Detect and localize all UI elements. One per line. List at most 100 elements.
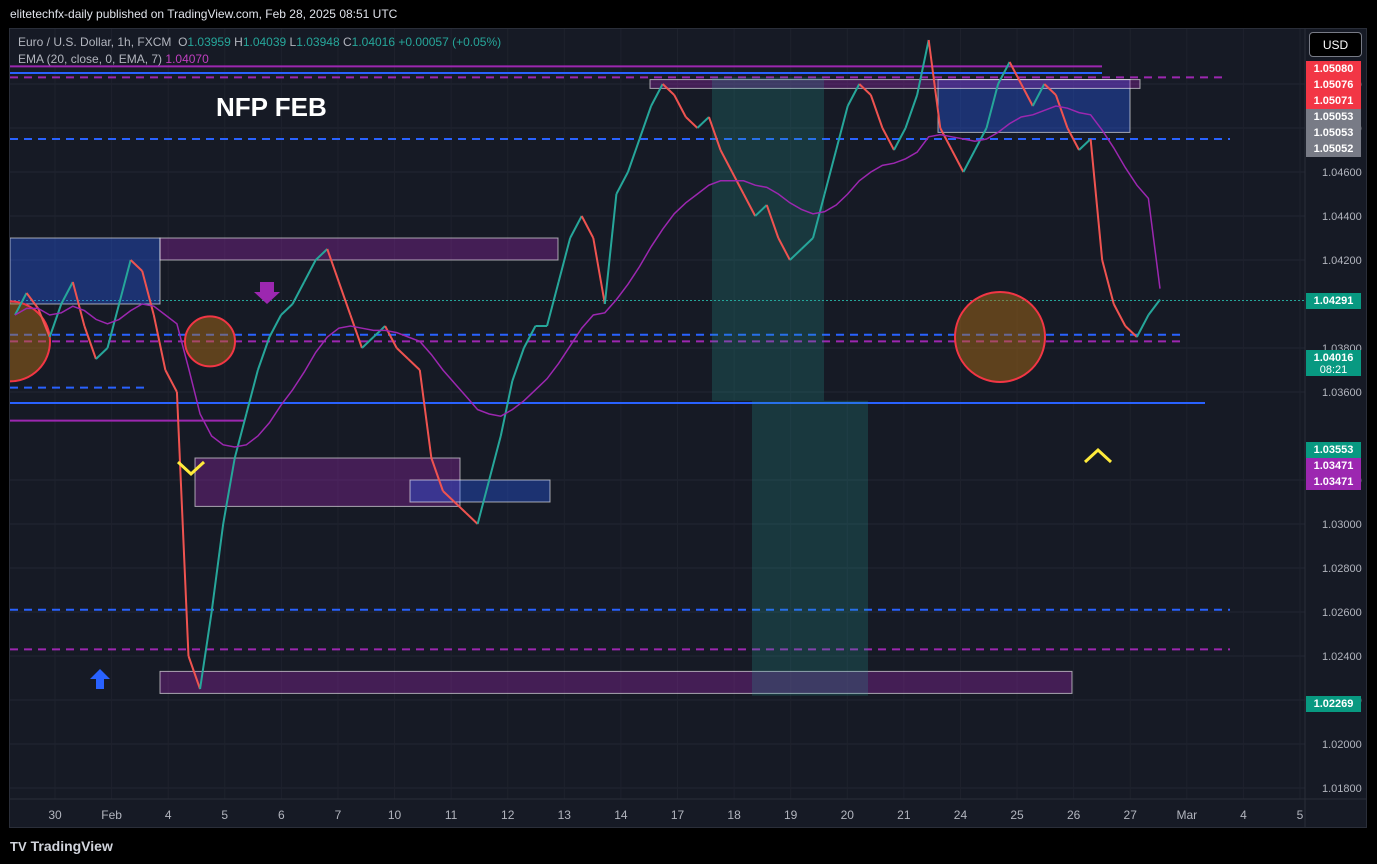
price-zone [649, 79, 1141, 89]
x-tick-label: 6 [278, 808, 285, 822]
price-segment [465, 512, 479, 525]
price-segment [650, 83, 664, 107]
price-segment [303, 259, 317, 283]
yellow-caret-icon [1083, 447, 1113, 464]
down-arrow-icon [254, 282, 280, 304]
currency-button[interactable]: USD [1309, 32, 1362, 57]
price-segment [846, 83, 861, 107]
price-segment [1078, 138, 1092, 151]
price-tag: 1.03471 [1306, 458, 1361, 474]
price-segment [418, 369, 433, 459]
session-highlight [712, 77, 824, 401]
highlight-circle [10, 300, 51, 383]
price-segment [210, 523, 225, 613]
close-value: 1.04016 [351, 35, 396, 49]
price-tag: 1.03553 [1306, 442, 1361, 458]
price-segment [430, 457, 444, 492]
price-segment [927, 39, 942, 129]
publisher-bar: elitetechfx-daily published on TradingVi… [0, 0, 1377, 28]
price-segment [315, 248, 328, 261]
price-segment [511, 347, 525, 382]
price-segment [71, 281, 86, 327]
price-segment [1089, 138, 1104, 261]
ohlc-row: Euro / U.S. Dollar, 1h, FXCM O1.03959 H1… [18, 34, 501, 51]
x-tick-label: 12 [501, 808, 515, 822]
price-segment [916, 39, 930, 96]
price-segment [974, 127, 988, 151]
yellow-caret-icon [176, 460, 206, 477]
price-segment [1020, 83, 1034, 107]
x-tick-label: 5 [221, 808, 228, 822]
price-zone [159, 237, 559, 261]
price-tag: 1.05053 [1306, 109, 1361, 125]
price-tag: 1.04016 [1306, 350, 1361, 366]
price-segment [106, 303, 121, 349]
symbol-name[interactable]: Euro / U.S. Dollar, 1h, FXCM [18, 35, 172, 49]
price-segment [1066, 127, 1080, 151]
x-tick-label: 20 [841, 808, 855, 822]
y-tick-label: 1.02600 [1322, 607, 1362, 619]
low-value: 1.03948 [296, 35, 340, 49]
price-segment [384, 325, 398, 349]
price-tag: 1.05080 [1306, 61, 1361, 77]
price-segment [869, 94, 884, 129]
price-segment [1031, 83, 1046, 107]
price-tag: 1.05076 [1306, 77, 1361, 93]
price-segment [661, 83, 675, 96]
price-segment [407, 358, 421, 371]
price-segment [95, 347, 109, 360]
price-segment [685, 116, 699, 129]
price-segment [14, 292, 28, 316]
x-tick-label: 18 [727, 808, 741, 822]
y-tick-label: 1.04200 [1322, 255, 1362, 267]
x-tick-label: Mar [1176, 808, 1197, 822]
ema-label[interactable]: EMA (20, close, 0, EMA, 7) [18, 52, 163, 66]
x-tick-label: 17 [671, 808, 685, 822]
y-tick-label: 1.03600 [1322, 387, 1362, 399]
x-tick-label: 7 [335, 808, 342, 822]
nfp-annotation[interactable]: NFP FEB [216, 92, 327, 122]
price-segment [1008, 61, 1023, 85]
publisher-text: elitetechfx-daily published on TradingVi… [10, 7, 398, 21]
tradingview-logo[interactable]: TV TradingView [10, 838, 113, 854]
price-segment [1101, 259, 1115, 305]
price-segment [546, 281, 560, 327]
y-tick-label: 1.04600 [1322, 167, 1362, 179]
price-tag: 1.05052 [1306, 141, 1361, 157]
price-segment [765, 204, 780, 239]
price-segment [326, 248, 340, 283]
price-segment [187, 655, 201, 690]
price-segment [627, 138, 641, 173]
price-segment [997, 61, 1011, 85]
high-label: H [234, 35, 243, 49]
price-segment [291, 281, 306, 305]
price-segment [48, 303, 63, 338]
highlight-circle [954, 291, 1046, 383]
tv-logo-icon: TV [10, 839, 27, 854]
price-segment [488, 435, 502, 481]
price-segment [523, 325, 537, 349]
price-segment [789, 248, 803, 261]
price-segment [1043, 83, 1057, 96]
open-value: 1.03959 [187, 35, 231, 49]
price-segment [1112, 303, 1127, 327]
price-segment [719, 149, 733, 173]
y-tick-label: 1.02000 [1322, 739, 1362, 751]
price-segment [453, 501, 467, 514]
price-zone [194, 457, 461, 507]
y-tick-label: 1.02800 [1322, 563, 1362, 575]
ema-value: 1.04070 [165, 52, 209, 66]
price-segment [777, 237, 791, 261]
price-segment [372, 325, 386, 338]
chart-frame[interactable]: 1.050001.048001.046001.044001.042001.038… [9, 28, 1367, 828]
price-segment [1124, 325, 1138, 338]
price-segment [939, 127, 953, 151]
price-segment [60, 281, 74, 305]
price-segment [25, 292, 39, 310]
price-segment [569, 215, 583, 239]
price-zone [10, 237, 161, 305]
price-segment [592, 237, 606, 305]
x-tick-label: 10 [388, 808, 402, 822]
price-segment [696, 116, 710, 129]
price-chart[interactable]: 1.050001.048001.046001.044001.042001.038… [10, 29, 1367, 828]
